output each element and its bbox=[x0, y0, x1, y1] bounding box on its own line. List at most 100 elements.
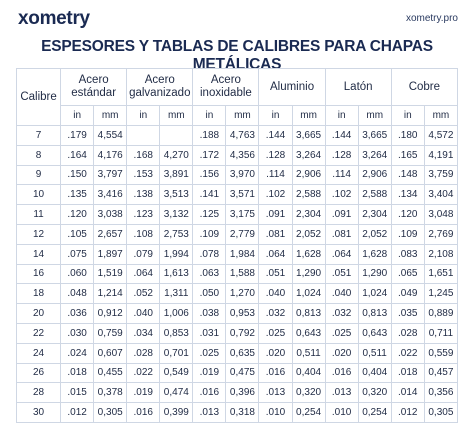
gauge-cell: 26 bbox=[15, 362, 62, 384]
gauge-cell: 20 bbox=[15, 303, 62, 324]
value-cell: .105 bbox=[60, 223, 95, 245]
value-cell: 4,554 bbox=[93, 125, 128, 146]
value-cell: .052 bbox=[126, 283, 161, 305]
value-cell: 0,853 bbox=[159, 322, 194, 344]
value-cell: .050 bbox=[192, 283, 227, 305]
logo: xometry bbox=[18, 8, 90, 29]
value-cell: .012 bbox=[60, 402, 95, 423]
value-cell: .020 bbox=[258, 342, 293, 364]
value-cell: 0,813 bbox=[291, 303, 326, 324]
value-cell: .065 bbox=[390, 263, 425, 285]
value-cell: .128 bbox=[324, 144, 359, 166]
value-cell: .164 bbox=[60, 144, 95, 166]
value-cell: .109 bbox=[192, 223, 227, 245]
value-cell: .028 bbox=[390, 322, 425, 344]
value-cell: .120 bbox=[390, 204, 425, 225]
table-row: 10.135 3,416.138 3,513.141 3,571.102 2,588.1… bbox=[15, 184, 459, 206]
value-cell: .156 bbox=[192, 164, 227, 186]
value-cell: .019 bbox=[126, 382, 161, 404]
value-cell: 4,356 bbox=[225, 144, 260, 166]
value-cell: .013 bbox=[258, 382, 293, 404]
value-cell: 4,176 bbox=[93, 144, 128, 166]
gauge-cell: 14 bbox=[15, 243, 62, 265]
value-cell: .022 bbox=[126, 362, 161, 384]
value-cell: 4,572 bbox=[423, 125, 459, 146]
group-header: Cobre bbox=[390, 68, 459, 106]
value-cell: 0,607 bbox=[93, 342, 128, 364]
group-header: Acero estándar bbox=[60, 68, 128, 106]
value-cell: 2,052 bbox=[291, 223, 326, 245]
table-row: 24.024 0,607.028 0,701.025 0,635.020 0,511.0… bbox=[15, 342, 459, 364]
value-cell: .016 bbox=[258, 362, 293, 384]
value-cell: 3,264 bbox=[291, 144, 326, 166]
value-cell: .075 bbox=[60, 243, 95, 265]
value-cell: .025 bbox=[324, 322, 359, 344]
value-cell: 1,519 bbox=[93, 263, 128, 285]
table-row: 14.075 1,897.079 1,994.078 1,984.064 1,628.0… bbox=[15, 243, 459, 265]
value-cell: 2,304 bbox=[357, 204, 392, 225]
value-cell: .081 bbox=[258, 223, 293, 245]
value-cell: 0,356 bbox=[423, 382, 459, 404]
table-row: 11.120 3,038.123 3,132.125 3,175.091 2,304.0… bbox=[15, 204, 459, 225]
value-cell: .081 bbox=[324, 223, 359, 245]
unit-row: in mm in mm in mm in mm in mm in mm bbox=[17, 105, 459, 126]
unit-header: in bbox=[60, 105, 95, 126]
value-cell: 0,643 bbox=[291, 322, 326, 344]
gauge-cell: 24 bbox=[15, 342, 62, 364]
unit-header: mm bbox=[159, 105, 194, 126]
value-cell: .032 bbox=[324, 303, 359, 324]
value-cell: 1,311 bbox=[159, 283, 194, 305]
value-cell: .016 bbox=[192, 382, 227, 404]
value-cell: .025 bbox=[258, 322, 293, 344]
value-cell: 3,970 bbox=[225, 164, 260, 186]
value-cell: 0,399 bbox=[159, 402, 194, 423]
value-cell: 1,651 bbox=[423, 263, 459, 285]
value-cell: 0,511 bbox=[291, 342, 326, 364]
value-cell: 0,475 bbox=[225, 362, 260, 384]
value-cell: 0,635 bbox=[225, 342, 260, 364]
value-cell: 0,511 bbox=[357, 342, 392, 364]
unit-header: in bbox=[258, 105, 293, 126]
value-cell: 3,175 bbox=[225, 204, 260, 225]
value-cell: 0,953 bbox=[225, 303, 260, 324]
value-cell: .153 bbox=[126, 164, 161, 186]
value-cell: 0,320 bbox=[357, 382, 392, 404]
value-cell: .038 bbox=[192, 303, 227, 324]
value-cell: 1,290 bbox=[291, 263, 326, 285]
value-cell: .091 bbox=[324, 204, 359, 225]
value-cell: 0,305 bbox=[93, 402, 128, 423]
value-cell: 2,108 bbox=[423, 243, 459, 265]
value-cell: .028 bbox=[126, 342, 161, 364]
value-cell: 1,984 bbox=[225, 243, 260, 265]
value-cell: 3,665 bbox=[357, 125, 392, 146]
value-cell: 1,245 bbox=[423, 283, 459, 305]
value-cell: .013 bbox=[192, 402, 227, 423]
table-row: 18.048 1,214.052 1,311.050 1,270.040 1,024.0… bbox=[15, 283, 459, 305]
gauge-cell: 28 bbox=[15, 382, 62, 404]
value-cell: .048 bbox=[60, 283, 95, 305]
value-cell: 1,024 bbox=[291, 283, 326, 305]
gauge-cell: 18 bbox=[15, 283, 62, 305]
unit-header: mm bbox=[291, 105, 326, 126]
unit-header: mm bbox=[225, 105, 260, 126]
table-row: 7.179 4,554.188 4,763.144 3,665.144 3,665.18… bbox=[15, 125, 459, 146]
value-cell: .091 bbox=[258, 204, 293, 225]
value-cell: .016 bbox=[126, 402, 161, 423]
value-cell: .172 bbox=[192, 144, 227, 166]
value-cell: 2,588 bbox=[291, 184, 326, 206]
value-cell: .060 bbox=[60, 263, 95, 285]
value-cell: 2,906 bbox=[357, 164, 392, 186]
value-cell: .168 bbox=[126, 144, 161, 166]
value-cell: 1,628 bbox=[291, 243, 326, 265]
value-cell: .040 bbox=[258, 283, 293, 305]
value-cell: 3,759 bbox=[423, 164, 459, 186]
value-cell: .010 bbox=[324, 402, 359, 423]
value-cell: .051 bbox=[324, 263, 359, 285]
group-header: Acero galvanizado bbox=[126, 68, 194, 106]
value-cell: 0,912 bbox=[93, 303, 128, 324]
value-cell: .036 bbox=[60, 303, 95, 324]
value-cell: .064 bbox=[126, 263, 161, 285]
site-link[interactable]: xometry.pro bbox=[405, 13, 458, 24]
table-row: 8.164 4,176.168 4,270.172 4,356.128 3,264.12… bbox=[15, 144, 459, 166]
